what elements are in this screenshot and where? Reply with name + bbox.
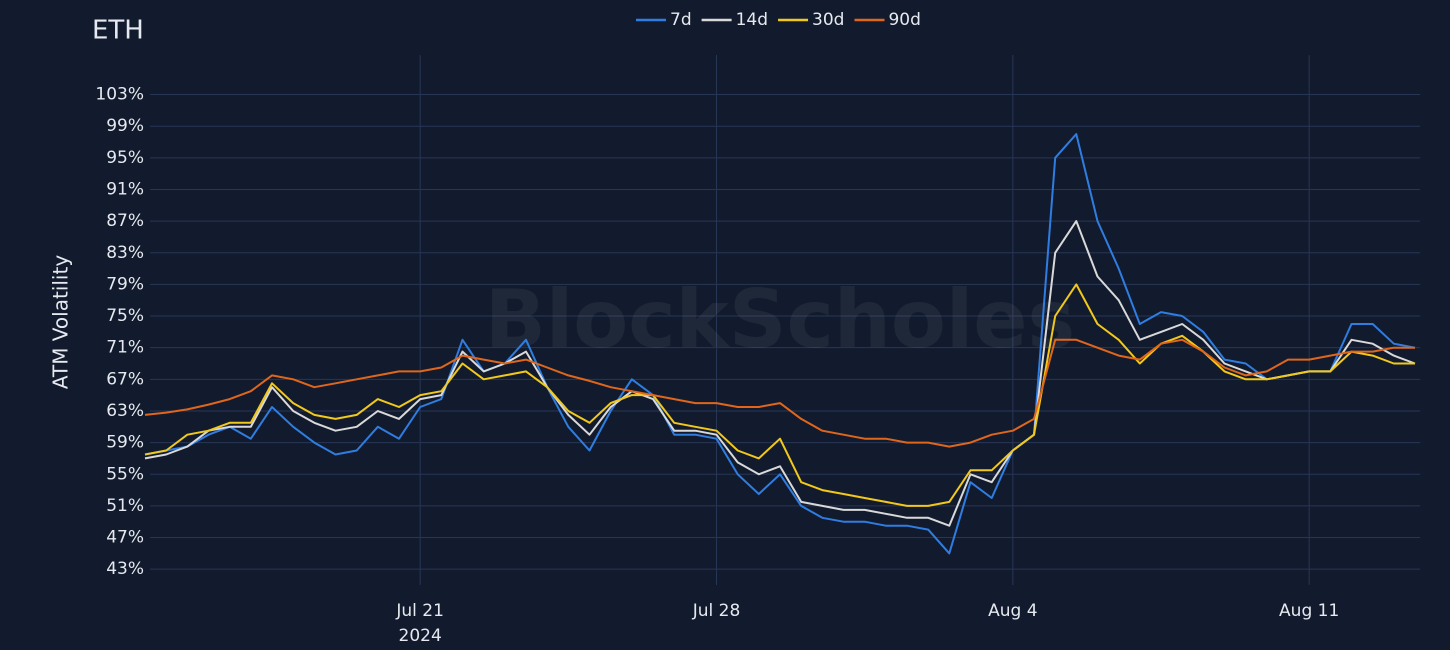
y-axis-label: ATM Volatility xyxy=(49,255,73,389)
y-tick-label: 67% xyxy=(106,369,144,389)
y-tick-label: 91% xyxy=(106,179,144,199)
x-tick-label: Jul 28 xyxy=(692,601,741,621)
y-tick-label: 71% xyxy=(106,338,144,358)
x-tick-label: Aug 11 xyxy=(1279,601,1339,621)
y-tick-label: 103% xyxy=(95,85,144,105)
y-tick-label: 83% xyxy=(106,243,144,263)
grid xyxy=(150,55,1420,585)
series-line xyxy=(144,338,1415,448)
y-tick-label: 99% xyxy=(106,116,144,136)
x-tick-label: Aug 4 xyxy=(988,601,1037,621)
y-tick-label: 95% xyxy=(106,148,144,168)
series-line xyxy=(144,220,1416,527)
y-tick-label: 43% xyxy=(106,559,144,579)
legend: 7d 14d 30d 90d xyxy=(636,10,921,30)
legend-label: 90d xyxy=(888,10,920,30)
y-tick-label: 55% xyxy=(106,464,144,484)
lines xyxy=(144,133,1416,555)
legend-label: 30d xyxy=(812,10,844,30)
y-tick-label: 63% xyxy=(106,401,144,421)
y-tick-label: 79% xyxy=(106,274,144,294)
watermark: BlockScholes xyxy=(485,273,1075,366)
x-tick-label: Jul 21 xyxy=(395,601,444,621)
chart-title: ETH xyxy=(92,16,144,46)
y-tick-label: 59% xyxy=(106,433,144,453)
x-axis-year: 2024 xyxy=(399,626,442,646)
y-tick-label: 47% xyxy=(106,528,144,548)
y-tick-label: 75% xyxy=(106,306,144,326)
series-line xyxy=(144,133,1416,555)
legend-label: 14d xyxy=(736,10,768,30)
legend-label: 7d xyxy=(670,10,692,30)
y-tick-label: 87% xyxy=(106,211,144,231)
y-tick-label: 51% xyxy=(106,496,144,516)
